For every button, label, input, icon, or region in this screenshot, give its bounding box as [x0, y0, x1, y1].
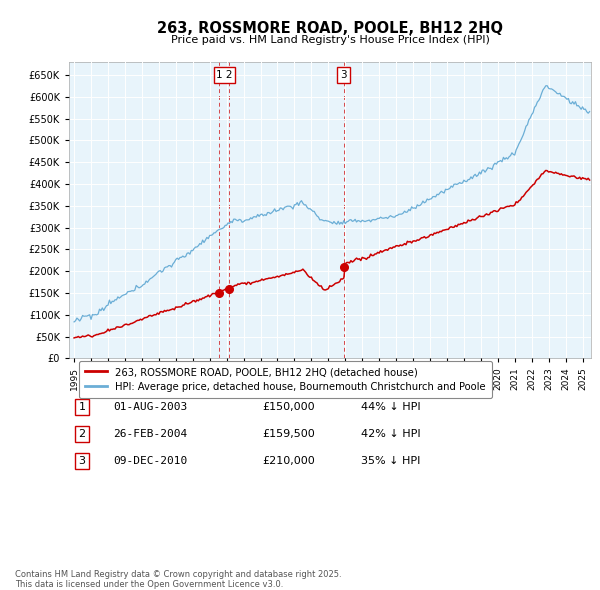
Text: 26-FEB-2004: 26-FEB-2004 [113, 429, 188, 439]
Text: 3: 3 [79, 456, 86, 466]
Text: £159,500: £159,500 [262, 429, 315, 439]
Text: 42% ↓ HPI: 42% ↓ HPI [361, 429, 421, 439]
Text: 1 2: 1 2 [216, 70, 233, 80]
Text: 263, ROSSMORE ROAD, POOLE, BH12 2HQ: 263, ROSSMORE ROAD, POOLE, BH12 2HQ [157, 21, 503, 35]
Text: 3: 3 [341, 70, 347, 80]
Legend: 263, ROSSMORE ROAD, POOLE, BH12 2HQ (detached house), HPI: Average price, detach: 263, ROSSMORE ROAD, POOLE, BH12 2HQ (det… [79, 361, 492, 398]
Text: 1: 1 [79, 402, 86, 412]
Text: 09-DEC-2010: 09-DEC-2010 [113, 456, 188, 466]
Text: 2: 2 [79, 429, 86, 439]
Text: 44% ↓ HPI: 44% ↓ HPI [361, 402, 421, 412]
Text: Contains HM Land Registry data © Crown copyright and database right 2025.
This d: Contains HM Land Registry data © Crown c… [15, 570, 341, 589]
Text: Price paid vs. HM Land Registry's House Price Index (HPI): Price paid vs. HM Land Registry's House … [170, 35, 490, 45]
Text: £150,000: £150,000 [262, 402, 315, 412]
Text: 01-AUG-2003: 01-AUG-2003 [113, 402, 188, 412]
Text: £210,000: £210,000 [262, 456, 315, 466]
Text: 35% ↓ HPI: 35% ↓ HPI [361, 456, 421, 466]
